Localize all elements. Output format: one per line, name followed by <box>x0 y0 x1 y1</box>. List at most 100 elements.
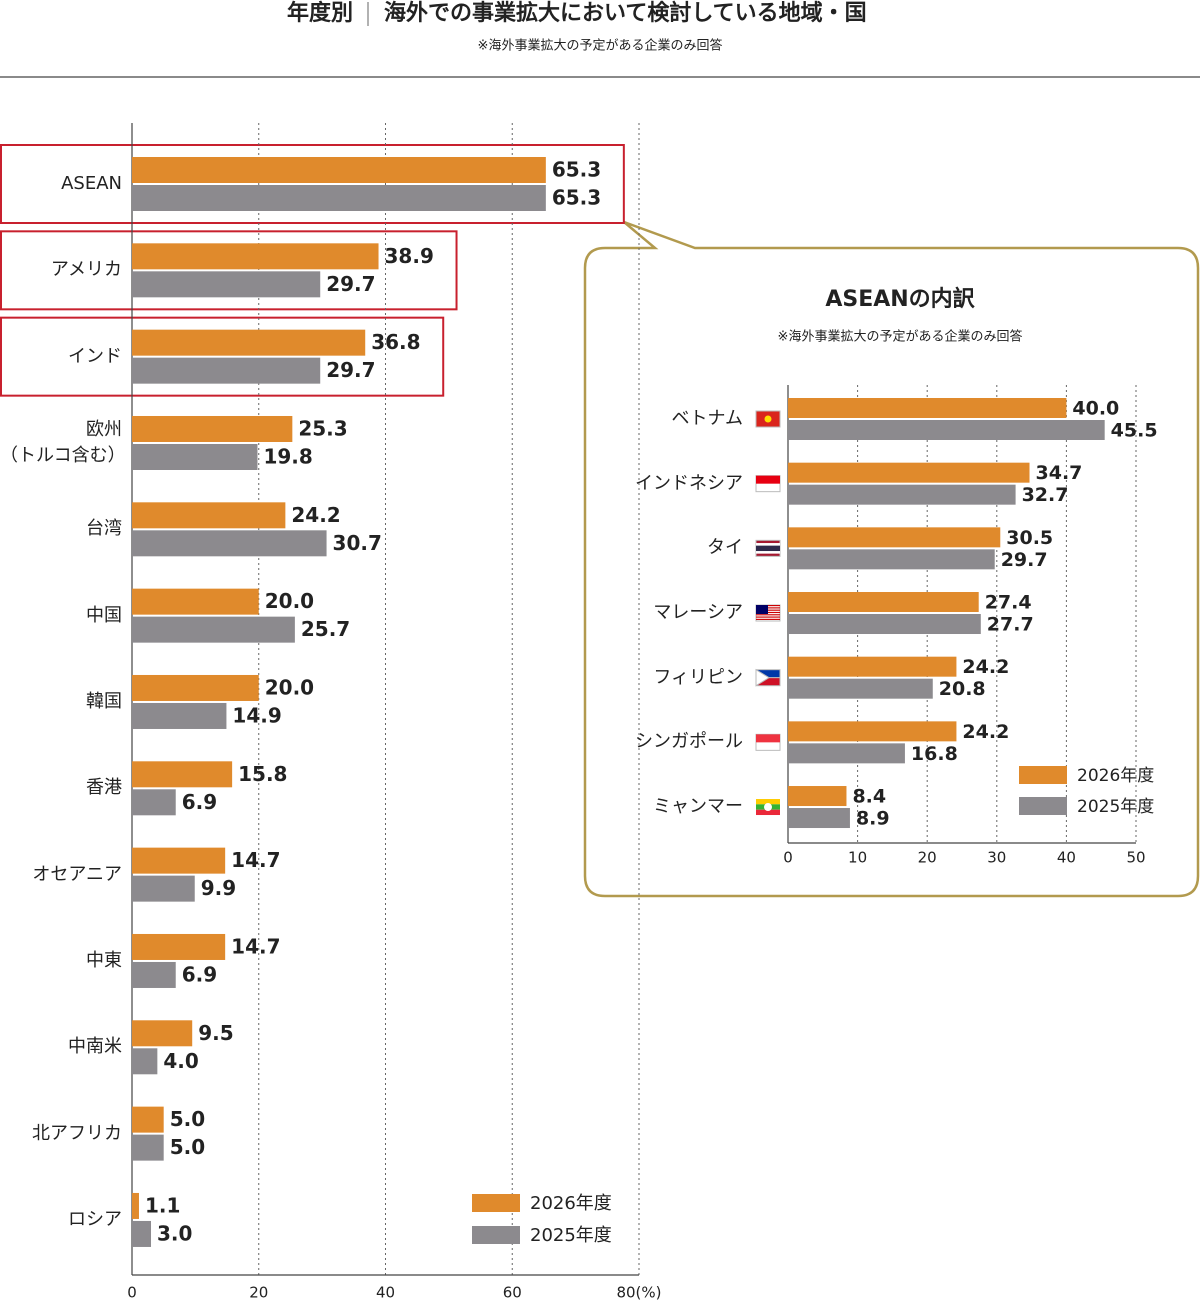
bar <box>132 185 546 211</box>
value-label: 30.5 <box>1006 527 1053 549</box>
value-label: 24.2 <box>291 503 340 527</box>
x-tick-label: 80(%) <box>616 1284 661 1302</box>
legend-label: 2025年度 <box>1077 797 1154 817</box>
flag <box>756 545 780 552</box>
legend-label: 2026年度 <box>530 1193 612 1214</box>
bar <box>132 847 226 874</box>
value-label: 6.9 <box>182 962 217 986</box>
highlight-box <box>0 230 458 311</box>
bar <box>132 761 233 788</box>
bar <box>132 674 259 701</box>
y-tick-label: 中南米 <box>68 1036 122 1058</box>
bar <box>132 1220 152 1247</box>
bar <box>132 1020 193 1047</box>
value-label: 24.2 <box>962 656 1009 678</box>
value-label: 25.7 <box>301 617 350 641</box>
bar <box>132 875 195 902</box>
bar <box>788 614 981 635</box>
bar <box>132 415 293 442</box>
bar <box>788 721 957 742</box>
bar <box>788 678 933 699</box>
value-label: 14.7 <box>231 848 280 872</box>
value-label: 14.7 <box>231 934 280 958</box>
bar <box>132 702 227 729</box>
bar <box>132 1048 158 1075</box>
bar <box>132 961 176 988</box>
y-tick-label: フィリピン <box>653 666 743 688</box>
bar <box>788 656 957 677</box>
value-label: 32.7 <box>1022 484 1069 506</box>
bar <box>132 933 226 960</box>
value-label: 8.4 <box>852 786 886 808</box>
x-tick-label: 10 <box>848 849 867 867</box>
bar <box>132 616 295 643</box>
y-tick-label: マレーシア <box>653 602 743 623</box>
flag <box>756 605 768 615</box>
value-label: 40.0 <box>1072 398 1119 420</box>
y-tick-label: 台湾 <box>86 518 122 540</box>
flag <box>756 799 780 805</box>
y-tick-label: ASEAN <box>61 173 122 194</box>
y-tick-label: ベトナム <box>671 408 743 429</box>
legend-swatch <box>1019 797 1067 815</box>
x-tick-label: 50 <box>1126 849 1145 867</box>
bar <box>788 549 995 570</box>
flag <box>756 734 780 743</box>
y-tick-label: インド <box>68 345 122 367</box>
bar <box>788 743 905 764</box>
bar <box>788 484 1016 505</box>
flag <box>764 415 772 423</box>
bar <box>788 398 1067 418</box>
bar <box>788 592 979 613</box>
value-label: 38.9 <box>385 244 434 268</box>
value-label: 45.5 <box>1111 420 1158 442</box>
bar <box>132 357 321 384</box>
bar <box>132 530 327 557</box>
bar <box>788 420 1105 440</box>
value-label: 27.4 <box>985 592 1032 614</box>
bar <box>132 271 321 298</box>
x-tick-label: 30 <box>987 849 1006 867</box>
value-label: 65.3 <box>552 158 601 182</box>
legend-label: 2026年度 <box>1077 766 1154 786</box>
value-label: 27.7 <box>987 614 1034 636</box>
x-tick-label: 40 <box>1057 849 1076 867</box>
y-tick-label: 香港 <box>86 777 122 799</box>
legend-label: 2025年度 <box>530 1225 612 1246</box>
legend-swatch <box>1019 766 1067 784</box>
highlight-box <box>0 316 445 397</box>
y-tick-label: オセアニア <box>32 863 122 885</box>
value-label: 5.0 <box>170 1135 205 1159</box>
bar <box>788 527 1001 548</box>
value-label: 3.0 <box>157 1221 192 1245</box>
flag <box>756 618 780 620</box>
value-label: 24.2 <box>962 721 1009 743</box>
value-label: 15.8 <box>238 762 287 786</box>
value-label: 6.9 <box>182 790 217 814</box>
x-tick-label: 40 <box>376 1284 395 1302</box>
value-label: 29.7 <box>1001 549 1048 571</box>
value-label: 30.7 <box>333 531 382 555</box>
title-prefix: 年度別 <box>287 0 353 26</box>
value-label: 34.7 <box>1036 462 1083 484</box>
value-label: 20.0 <box>265 675 314 699</box>
legend-swatch <box>472 1194 520 1212</box>
x-tick-label: 0 <box>783 849 793 867</box>
flag <box>756 616 780 618</box>
bar <box>132 1106 164 1133</box>
inset-title: ASEANの内訳 <box>825 286 975 312</box>
y-tick-label: 韓国 <box>86 690 122 712</box>
bar <box>132 1192 139 1219</box>
y-tick-label: インドネシア <box>635 472 743 494</box>
value-label: 16.8 <box>911 743 958 765</box>
x-tick-label: 60 <box>503 1284 522 1302</box>
value-label: 25.3 <box>298 416 347 440</box>
value-label: 19.8 <box>263 444 312 468</box>
inset-note: ※海外事業拡大の予定がある企業のみ回答 <box>778 329 1023 345</box>
bar <box>132 502 286 529</box>
bar <box>132 157 546 183</box>
chart-title: 海外での事業拡大において検討している地域・国 <box>384 0 867 26</box>
flag <box>756 614 780 616</box>
flag <box>756 475 780 484</box>
chart-note: ※海外事業拡大の予定がある企業のみ回答 <box>478 38 723 54</box>
